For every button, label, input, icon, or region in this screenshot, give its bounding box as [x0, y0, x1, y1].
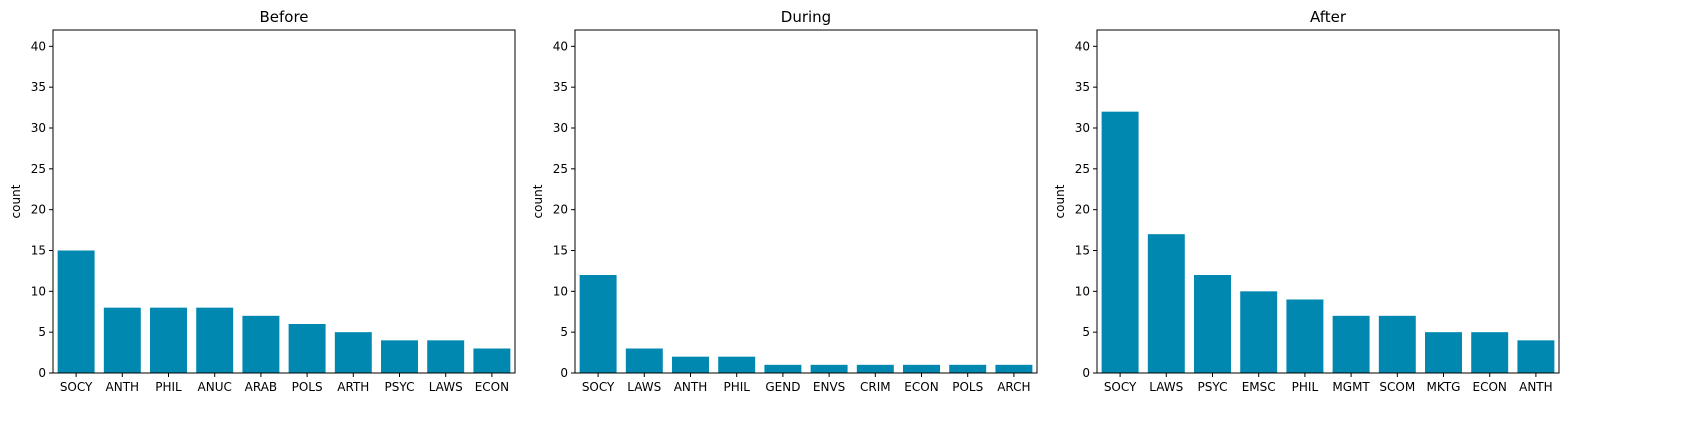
bar-pols [288, 324, 326, 373]
y-tick-label: 20 [553, 203, 568, 217]
x-tick-label: POLS [292, 380, 323, 394]
x-tick-label: ANTH [1519, 380, 1553, 394]
plot-frame [52, 29, 516, 374]
bar-socy [57, 250, 95, 373]
bar-arth [334, 332, 372, 373]
y-tick-label: 5 [560, 325, 568, 339]
x-tick-label: SOCY [582, 380, 615, 394]
y-tick-label: 40 [553, 39, 568, 53]
y-tick-label: 10 [31, 284, 46, 298]
bar-econ [1471, 332, 1509, 373]
bar-envs [810, 364, 848, 373]
x-tick-label: LAWS [429, 380, 463, 394]
x-tick-label: ANTH [106, 380, 140, 394]
y-tick-label: 10 [553, 284, 568, 298]
y-tick-label: 20 [1075, 203, 1090, 217]
x-tick-label: MGMT [1332, 380, 1370, 394]
x-tick-label: PHIL [723, 380, 750, 394]
y-tick-label: 0 [1082, 366, 1090, 380]
bar-crim [856, 364, 894, 373]
y-tick-label: 15 [553, 244, 568, 258]
bar-laws [1147, 234, 1185, 373]
y-tick-label: 35 [31, 80, 46, 94]
x-tick-label: CRIM [860, 380, 891, 394]
y-tick-label: 40 [31, 39, 46, 53]
bar-phil [718, 356, 756, 373]
bar-mgmt [1332, 315, 1370, 373]
x-tick-label: PSYC [385, 380, 415, 394]
y-tick-label: 35 [1075, 80, 1090, 94]
chart-title: During [781, 8, 831, 26]
y-tick-label: 25 [1075, 162, 1090, 176]
plot-frame [1096, 29, 1560, 374]
x-tick-label: ECON [904, 380, 938, 394]
bar-socy [1101, 111, 1139, 374]
y-tick-label: 10 [1075, 284, 1090, 298]
x-tick-label: LAWS [1149, 380, 1183, 394]
y-axis-label: count [531, 184, 545, 218]
x-tick-label: ECON [475, 380, 509, 394]
bar-scom [1378, 315, 1416, 373]
bar-anth [672, 356, 709, 373]
x-tick-label: ARAB [245, 380, 278, 394]
bar-anth [103, 307, 141, 373]
x-tick-label: ENVS [813, 380, 845, 394]
x-tick-label: GEND [765, 380, 800, 394]
bar-phil [1286, 299, 1324, 373]
x-tick-label: PSYC [1198, 380, 1228, 394]
x-tick-label: ANUC [198, 380, 232, 394]
x-tick-label: PHIL [1292, 380, 1319, 394]
y-tick-label: 0 [560, 366, 568, 380]
bar-phil [150, 307, 187, 373]
y-tick-label: 30 [31, 121, 46, 135]
y-tick-label: 30 [553, 121, 568, 135]
bar-emsc [1240, 291, 1278, 373]
bar-psyc [381, 340, 418, 373]
y-tick-label: 0 [38, 366, 46, 380]
bar-socy [579, 275, 617, 373]
bar-gend [764, 364, 802, 373]
x-tick-label: SCOM [1379, 380, 1415, 394]
x-tick-label: LAWS [627, 380, 661, 394]
bar-econ [473, 348, 511, 373]
bar-psyc [1194, 275, 1231, 373]
chart-title: After [1310, 8, 1347, 26]
y-tick-label: 25 [553, 162, 568, 176]
y-axis-label: count [9, 184, 23, 218]
x-tick-label: ANTH [674, 380, 708, 394]
y-tick-label: 5 [1082, 325, 1090, 339]
x-tick-label: EMSC [1242, 380, 1276, 394]
x-tick-label: POLS [952, 380, 983, 394]
bar-anuc [196, 307, 234, 373]
y-tick-label: 15 [31, 244, 46, 258]
bar-pols [949, 364, 987, 373]
y-tick-label: 30 [1075, 121, 1090, 135]
x-tick-label: MKTG [1427, 380, 1461, 394]
y-tick-label: 40 [1075, 39, 1090, 53]
y-tick-label: 35 [553, 80, 568, 94]
y-tick-label: 20 [31, 203, 46, 217]
bar-arab [242, 315, 280, 373]
y-tick-label: 5 [38, 325, 46, 339]
x-tick-label: SOCY [60, 380, 93, 394]
plot-frame [574, 29, 1038, 374]
bar-arch [995, 364, 1033, 373]
x-tick-label: ARTH [337, 380, 369, 394]
x-tick-label: ARCH [997, 380, 1030, 394]
y-tick-label: 25 [31, 162, 46, 176]
bar-econ [903, 364, 940, 373]
x-tick-label: ECON [1473, 380, 1507, 394]
bar-mktg [1425, 332, 1462, 373]
y-tick-label: 15 [1075, 244, 1090, 258]
y-axis-label: count [1053, 184, 1067, 218]
chart-title: Before [259, 8, 308, 26]
bar-anth [1517, 340, 1555, 373]
x-tick-label: PHIL [155, 380, 182, 394]
x-tick-label: SOCY [1104, 380, 1137, 394]
bar-laws [625, 348, 663, 373]
bar-laws [427, 340, 465, 373]
